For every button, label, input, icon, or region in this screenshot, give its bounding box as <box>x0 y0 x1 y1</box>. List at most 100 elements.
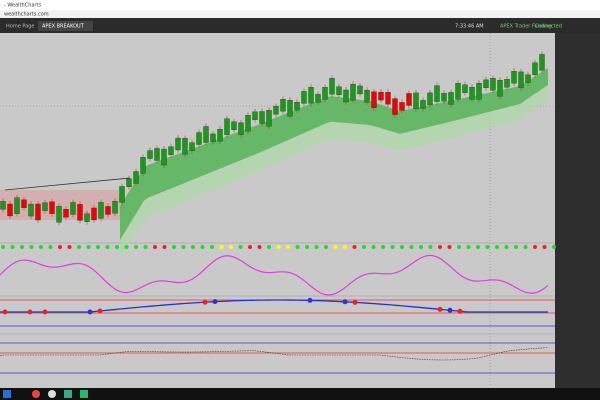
signal-dot <box>172 245 176 249</box>
candle <box>462 84 468 93</box>
signal-dot <box>533 245 537 249</box>
candle <box>343 89 349 103</box>
cloud <box>120 68 548 240</box>
signal-dot <box>200 245 205 249</box>
candle <box>217 129 223 142</box>
signal-dot <box>115 245 119 249</box>
candle <box>280 99 286 112</box>
url[interactable]: wealthcharts.com <box>4 12 49 18</box>
signal-dot <box>438 245 442 249</box>
candle <box>28 203 34 217</box>
signal-dot <box>314 245 319 249</box>
signal-dot <box>48 245 53 249</box>
candle <box>7 203 13 217</box>
signal-dot <box>419 245 423 249</box>
signal-dot <box>381 245 385 249</box>
candle <box>469 87 475 100</box>
candle <box>364 90 370 103</box>
tab[interactable]: APEX BREAKOUT <box>42 24 85 30</box>
indicators <box>0 51 556 361</box>
active-tab[interactable] <box>38 21 93 31</box>
signal-dot <box>86 245 91 249</box>
signal-dot <box>105 245 110 249</box>
signal-dot <box>352 245 357 249</box>
cross-dot <box>457 308 463 314</box>
candle <box>455 83 461 100</box>
signal-dot <box>143 245 148 249</box>
signal-dot <box>362 245 366 249</box>
signal-dot <box>162 245 167 249</box>
candle <box>91 207 97 221</box>
connection: Connected <box>535 24 562 30</box>
candle <box>161 148 167 166</box>
red-zone <box>0 190 125 220</box>
candle <box>70 202 76 215</box>
cross-dot <box>202 299 208 305</box>
address-bar <box>0 10 600 18</box>
signal-dot <box>67 245 72 249</box>
candle <box>413 92 419 110</box>
candle <box>308 87 314 104</box>
signal-dot <box>371 245 376 249</box>
candle <box>126 178 132 187</box>
candle <box>224 118 230 135</box>
candle <box>315 94 321 103</box>
candle <box>42 202 48 211</box>
signal-dot <box>134 245 138 249</box>
candle <box>350 84 356 101</box>
cross-dot <box>447 307 453 313</box>
signal-dot <box>229 245 233 249</box>
signal-dot <box>400 245 404 249</box>
candle <box>98 202 104 219</box>
candle <box>182 138 188 155</box>
start-icon[interactable] <box>3 390 11 398</box>
cross-dot <box>307 297 313 303</box>
app-icon[interactable] <box>64 390 72 398</box>
candle <box>378 91 384 101</box>
app-icon[interactable] <box>80 390 88 398</box>
candle <box>399 102 405 111</box>
candle <box>14 197 20 214</box>
signal-dot <box>514 245 518 249</box>
candle <box>175 137 181 151</box>
candle <box>203 126 209 143</box>
candle <box>371 91 377 108</box>
candle <box>511 71 517 84</box>
candle <box>252 111 258 120</box>
candle <box>525 74 531 83</box>
signal <box>0 347 549 361</box>
candle <box>336 86 342 95</box>
right-panel <box>555 33 600 388</box>
candle <box>63 209 69 218</box>
signal-dot <box>267 245 271 249</box>
app-icon[interactable] <box>48 390 56 398</box>
candle <box>119 186 125 203</box>
candle <box>21 199 27 208</box>
signal-dot <box>77 245 81 249</box>
signal-dot <box>466 245 471 249</box>
signal-dot <box>276 245 281 249</box>
signal-dot <box>485 245 490 249</box>
clock: 7:33:46 AM <box>455 24 484 30</box>
signal-dot <box>29 245 34 249</box>
candle <box>497 80 503 97</box>
tab[interactable]: Home Page <box>6 24 34 30</box>
app-icon[interactable] <box>32 390 40 398</box>
candle <box>140 157 146 174</box>
candle <box>322 87 328 100</box>
signal-dot <box>305 245 309 249</box>
signal-dot <box>191 245 195 249</box>
cross-dot <box>352 299 358 305</box>
title-bar <box>0 0 600 10</box>
candle <box>448 92 454 105</box>
signal-dot <box>124 245 129 249</box>
signal-dot <box>495 245 499 249</box>
candle <box>490 78 496 91</box>
candle <box>245 115 251 132</box>
signal-dot <box>552 245 556 249</box>
candle <box>392 98 398 115</box>
signal-dot <box>324 245 328 249</box>
candle <box>77 204 83 221</box>
